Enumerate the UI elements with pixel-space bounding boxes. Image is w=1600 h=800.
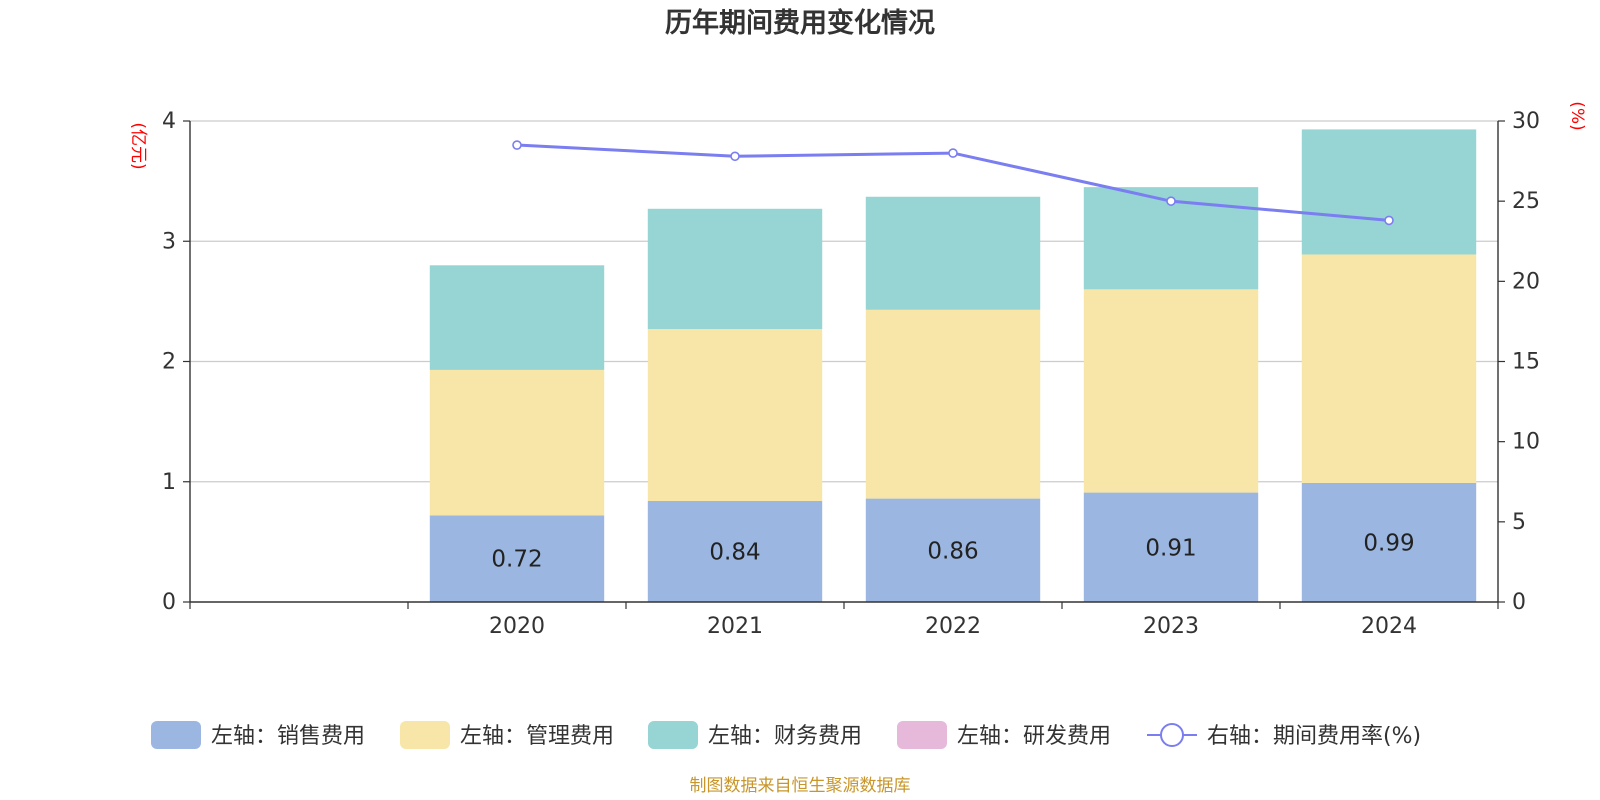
right-tick-label: 10 bbox=[1512, 430, 1540, 455]
x-tick-label: 2022 bbox=[925, 614, 981, 639]
x-tick-label: 2023 bbox=[1143, 614, 1199, 639]
legend-label: 左轴：财务费用 bbox=[708, 724, 862, 749]
bar bbox=[429, 369, 605, 516]
right-tick-label: 25 bbox=[1512, 189, 1540, 214]
x-tick-label: 2024 bbox=[1361, 614, 1417, 639]
right-tick-label: 15 bbox=[1512, 350, 1540, 375]
data-label: 0.72 bbox=[491, 547, 542, 573]
bar bbox=[1301, 254, 1477, 483]
bar bbox=[647, 329, 823, 501]
bar bbox=[647, 500, 823, 602]
data-labels: 0.72 0.84 0.86 0.91 0.99 bbox=[491, 530, 1414, 572]
line-point bbox=[1384, 215, 1394, 226]
bar bbox=[429, 265, 605, 370]
legend-swatch bbox=[400, 721, 450, 749]
gridlines bbox=[190, 120, 1498, 483]
legend-label: 左轴：销售费用 bbox=[211, 724, 365, 749]
x-tick-label: 2021 bbox=[707, 614, 763, 639]
axes: 0 1 2 3 4 0 5 10 15 20 25 30 2020 2021 2022 2023 2024 bbox=[162, 109, 1540, 639]
bar-series bbox=[429, 129, 1477, 602]
legend-swatch bbox=[648, 721, 698, 749]
line-series bbox=[512, 140, 1394, 226]
right-axis-unit: (%) bbox=[1567, 101, 1587, 130]
bar bbox=[1083, 492, 1259, 602]
legend-marker bbox=[1160, 723, 1184, 747]
left-tick-label: 0 bbox=[162, 590, 176, 615]
right-tick-label: 30 bbox=[1512, 109, 1540, 134]
line-point bbox=[1166, 196, 1176, 206]
data-label: 0.84 bbox=[709, 539, 760, 565]
bar bbox=[1301, 129, 1477, 255]
right-tick-label: 5 bbox=[1512, 510, 1526, 535]
bar bbox=[429, 515, 605, 602]
bar bbox=[865, 196, 1041, 310]
bar bbox=[647, 208, 823, 330]
bar bbox=[865, 498, 1041, 602]
line-point bbox=[948, 148, 958, 158]
data-label: 0.91 bbox=[1145, 535, 1196, 561]
left-tick-label: 2 bbox=[162, 350, 176, 375]
legend-swatch bbox=[151, 721, 201, 749]
right-tick-label: 20 bbox=[1512, 269, 1540, 294]
x-tick-label: 2020 bbox=[489, 614, 545, 639]
legend-swatch bbox=[897, 721, 947, 749]
left-tick-label: 4 bbox=[162, 109, 176, 134]
legend: 左轴：销售费用 左轴：管理费用 左轴：财务费用 左轴：研发费用 右轴：期间费用率(%) bbox=[151, 721, 1421, 749]
left-tick-label: 1 bbox=[162, 470, 176, 495]
line-point bbox=[512, 140, 522, 150]
legend-label: 右轴：期间费用率(%) bbox=[1207, 724, 1421, 749]
legend-label: 左轴：管理费用 bbox=[460, 724, 614, 749]
bar bbox=[1301, 482, 1477, 602]
bar bbox=[1083, 289, 1259, 493]
source-note: 制图数据来自恒生聚源数据库 bbox=[690, 776, 911, 796]
right-tick-label: 0 bbox=[1512, 590, 1526, 615]
left-axis-unit: (亿元) bbox=[128, 122, 148, 169]
data-label: 0.86 bbox=[927, 538, 978, 564]
legend-label: 左轴：研发费用 bbox=[957, 724, 1111, 749]
line-point bbox=[730, 151, 740, 162]
left-tick-label: 3 bbox=[162, 229, 176, 254]
chart-title: 历年期间费用变化情况 bbox=[665, 7, 935, 39]
bar bbox=[865, 309, 1041, 499]
data-label: 0.99 bbox=[1363, 530, 1414, 556]
